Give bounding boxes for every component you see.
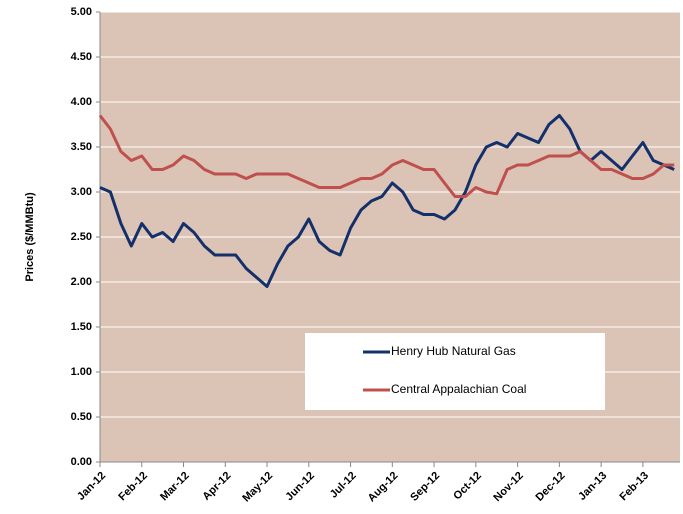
legend-text: Henry Hub Natural Gas <box>391 344 516 358</box>
y-tick-label: 3.50 <box>71 141 92 153</box>
y-tick-label: 5.00 <box>71 6 92 18</box>
y-tick-label: 0.00 <box>71 456 92 468</box>
x-tick-label: Mar-12 <box>158 470 192 504</box>
y-axis-label: Prices ($/MMBtu) <box>24 192 36 282</box>
y-tick-label: 4.00 <box>71 96 92 108</box>
x-tick-label: Oct-12 <box>451 470 484 503</box>
x-tick-label: May-12 <box>240 470 275 505</box>
series-line <box>98 114 675 198</box>
x-tick-label: Apr-12 <box>200 470 233 503</box>
x-tick-label: Feb-13 <box>617 470 651 504</box>
y-tick-label: 2.00 <box>71 276 92 288</box>
y-tick-label: 1.50 <box>71 321 92 333</box>
series-line <box>99 114 675 288</box>
y-tick-label: 4.50 <box>71 51 92 63</box>
x-tick-label: Feb-12 <box>116 470 150 504</box>
y-tick-label: 1.00 <box>71 366 92 378</box>
x-tick-label: Jul-12 <box>328 470 359 501</box>
y-tick-label: 3.00 <box>71 186 92 198</box>
x-tick-label: Nov-12 <box>491 470 525 504</box>
y-tick-label: 0.50 <box>71 411 92 423</box>
x-tick-label: Jan-13 <box>576 470 609 503</box>
x-tick-label: Sep-12 <box>408 470 442 504</box>
x-tick-label: Jan-12 <box>75 470 108 503</box>
y-tick-label: 2.50 <box>71 231 92 243</box>
x-tick-label: Dec-12 <box>534 470 568 504</box>
x-tick-label: Aug-12 <box>366 470 401 505</box>
legend-text: Central Appalachian Coal <box>391 382 526 396</box>
x-tick-label: Jun-12 <box>283 470 317 504</box>
